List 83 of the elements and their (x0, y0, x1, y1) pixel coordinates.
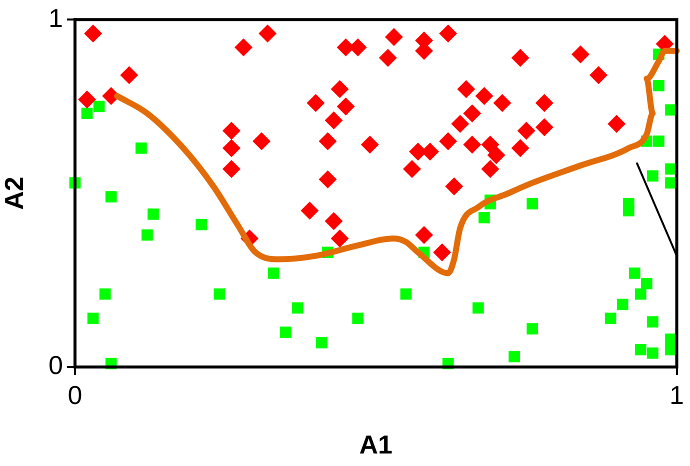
point (478, 212, 490, 224)
point (402, 160, 421, 178)
point (222, 122, 240, 140)
y-axis-title: A2 (0, 176, 29, 210)
point (99, 288, 111, 300)
point (400, 288, 412, 300)
point (487, 146, 506, 164)
point (258, 24, 277, 42)
point (222, 160, 240, 178)
point (84, 24, 102, 42)
point (78, 90, 96, 108)
point (324, 111, 343, 130)
point (665, 177, 676, 189)
point (647, 347, 658, 359)
point (214, 288, 226, 300)
point (87, 312, 99, 324)
point (81, 108, 93, 120)
point (628, 268, 640, 279)
point (475, 87, 494, 106)
point (665, 344, 676, 356)
point (608, 114, 626, 133)
point (330, 80, 349, 98)
point (415, 226, 434, 244)
point (433, 243, 452, 262)
point (463, 136, 482, 154)
point (324, 212, 343, 230)
point (665, 163, 676, 175)
point (268, 268, 280, 279)
x-axis-title: A1 (359, 430, 393, 460)
point (653, 80, 664, 92)
point (472, 302, 484, 314)
point (336, 97, 355, 116)
point (653, 136, 664, 147)
point (378, 48, 397, 67)
point (252, 132, 271, 150)
point (604, 312, 616, 324)
point (457, 80, 476, 98)
point (234, 38, 252, 56)
point (511, 48, 530, 67)
point (665, 104, 676, 116)
point (439, 24, 458, 42)
point (508, 350, 520, 362)
point (517, 122, 536, 140)
point (120, 66, 138, 84)
point (535, 118, 554, 136)
point (439, 132, 458, 150)
point (635, 344, 646, 356)
point (463, 104, 482, 122)
point (647, 170, 658, 182)
point (105, 191, 117, 202)
point (481, 160, 500, 178)
point (451, 114, 470, 133)
point (616, 298, 628, 310)
point (306, 94, 325, 112)
point (300, 202, 319, 220)
point (445, 177, 464, 196)
point (493, 94, 512, 112)
point (93, 100, 105, 112)
point (535, 94, 554, 112)
point (526, 323, 538, 334)
point (360, 136, 379, 154)
point (222, 139, 240, 158)
point (641, 278, 652, 290)
point (142, 229, 153, 241)
point (318, 132, 337, 150)
point (481, 136, 500, 154)
point (316, 337, 328, 348)
point (280, 326, 292, 338)
point (292, 302, 304, 314)
point (526, 198, 538, 210)
point (647, 316, 658, 328)
point (352, 312, 364, 324)
point (196, 218, 208, 230)
point (318, 170, 337, 188)
point (330, 229, 349, 248)
point (571, 45, 590, 64)
point (136, 142, 147, 154)
point (622, 205, 634, 216)
point (148, 208, 159, 220)
point (635, 288, 646, 300)
point (511, 139, 530, 158)
point (384, 28, 403, 46)
point (590, 66, 608, 84)
